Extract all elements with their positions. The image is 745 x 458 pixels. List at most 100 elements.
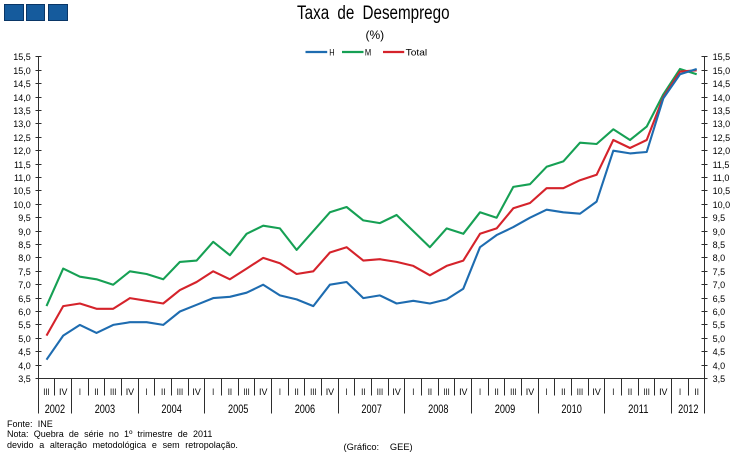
svg-text:IV: IV — [59, 387, 67, 397]
svg-text:2002: 2002 — [45, 402, 66, 416]
svg-text:I: I — [212, 387, 214, 397]
svg-text:III: III — [310, 387, 316, 397]
svg-text:7,0: 7,0 — [18, 280, 31, 290]
svg-text:5,0: 5,0 — [713, 334, 726, 344]
svg-text:12,5: 12,5 — [13, 133, 31, 143]
svg-text:11,5: 11,5 — [14, 160, 31, 170]
svg-text:11,0: 11,0 — [713, 173, 730, 183]
svg-text:6,0: 6,0 — [713, 307, 726, 317]
svg-text:9,5: 9,5 — [18, 213, 31, 223]
svg-text:5,5: 5,5 — [18, 320, 31, 330]
svg-text:8,5: 8,5 — [713, 240, 726, 250]
svg-text:I: I — [146, 387, 148, 397]
svg-text:III: III — [644, 387, 650, 397]
svg-text:III: III — [377, 387, 383, 397]
svg-text:I: I — [279, 387, 281, 397]
svg-text:13,5: 13,5 — [713, 106, 731, 116]
svg-text:11,5: 11,5 — [713, 160, 730, 170]
svg-text:IV: IV — [592, 387, 600, 397]
svg-text:2012: 2012 — [678, 402, 699, 416]
svg-text:I: I — [412, 387, 414, 397]
svg-text:III: III — [43, 387, 49, 397]
svg-text:14,5: 14,5 — [13, 79, 31, 89]
svg-text:IV: IV — [326, 387, 334, 397]
svg-text:13,5: 13,5 — [13, 106, 31, 116]
svg-text:8,5: 8,5 — [18, 240, 31, 250]
svg-text:III: III — [110, 387, 116, 397]
svg-text:II: II — [361, 387, 365, 397]
svg-text:13,0: 13,0 — [13, 119, 31, 129]
svg-text:4,0: 4,0 — [18, 361, 31, 371]
svg-text:III: III — [443, 387, 449, 397]
svg-text:II: II — [228, 387, 232, 397]
svg-text:III: III — [510, 387, 516, 397]
svg-text:I: I — [679, 387, 681, 397]
svg-text:H: H — [329, 47, 334, 57]
svg-text:2010: 2010 — [561, 402, 582, 416]
svg-text:10,0: 10,0 — [713, 200, 731, 210]
svg-text:III: III — [577, 387, 583, 397]
svg-text:6,0: 6,0 — [18, 307, 31, 317]
svg-text:3,5: 3,5 — [713, 374, 726, 384]
svg-text:12,0: 12,0 — [713, 146, 731, 156]
svg-text:2009: 2009 — [495, 402, 516, 416]
svg-text:IV: IV — [126, 387, 134, 397]
svg-text:I: I — [479, 387, 481, 397]
svg-text:2008: 2008 — [428, 402, 449, 416]
svg-text:IV: IV — [526, 387, 534, 397]
svg-text:IV: IV — [459, 387, 467, 397]
svg-text:10,0: 10,0 — [13, 200, 31, 210]
svg-text:II: II — [494, 387, 498, 397]
svg-text:II: II — [628, 387, 632, 397]
svg-text:I: I — [79, 387, 81, 397]
svg-text:II: II — [94, 387, 98, 397]
svg-text:7,5: 7,5 — [18, 267, 31, 277]
svg-text:II: II — [161, 387, 165, 397]
svg-text:4,5: 4,5 — [713, 347, 726, 357]
svg-text:M: M — [365, 47, 371, 57]
svg-text:IV: IV — [259, 387, 267, 397]
svg-text:8,0: 8,0 — [713, 253, 726, 263]
svg-text:I: I — [346, 387, 348, 397]
svg-text:IV: IV — [659, 387, 667, 397]
svg-text:9,0: 9,0 — [18, 227, 31, 237]
svg-text:2006: 2006 — [295, 402, 316, 416]
svg-text:12,5: 12,5 — [713, 133, 731, 143]
svg-text:11,0: 11,0 — [14, 173, 31, 183]
svg-text:5,5: 5,5 — [713, 320, 726, 330]
svg-text:5,0: 5,0 — [18, 334, 31, 344]
svg-text:Total: Total — [406, 47, 428, 57]
svg-text:IV: IV — [192, 387, 200, 397]
svg-text:II: II — [428, 387, 432, 397]
svg-text:2011: 2011 — [628, 402, 649, 416]
svg-text:9,5: 9,5 — [713, 213, 726, 223]
svg-text:15,0: 15,0 — [13, 66, 31, 76]
svg-text:14,5: 14,5 — [713, 79, 731, 89]
svg-text:12,0: 12,0 — [13, 146, 31, 156]
svg-text:7,0: 7,0 — [713, 280, 726, 290]
svg-text:4,5: 4,5 — [18, 347, 31, 357]
svg-text:4,0: 4,0 — [713, 361, 726, 371]
svg-text:6,5: 6,5 — [18, 294, 31, 304]
svg-text:6,5: 6,5 — [713, 294, 726, 304]
svg-text:8,0: 8,0 — [18, 253, 31, 263]
svg-text:7,5: 7,5 — [713, 267, 726, 277]
svg-text:2004: 2004 — [161, 402, 182, 416]
svg-text:II: II — [695, 387, 699, 397]
svg-text:15,0: 15,0 — [713, 66, 731, 76]
svg-text:15,5: 15,5 — [13, 52, 31, 62]
svg-text:10,5: 10,5 — [713, 186, 731, 196]
svg-text:13,0: 13,0 — [713, 119, 731, 129]
svg-text:III: III — [177, 387, 183, 397]
svg-text:15,5: 15,5 — [713, 52, 731, 62]
svg-text:10,5: 10,5 — [13, 186, 31, 196]
svg-text:IV: IV — [392, 387, 400, 397]
svg-text:2007: 2007 — [361, 402, 382, 416]
svg-text:II: II — [294, 387, 298, 397]
svg-text:2005: 2005 — [228, 402, 249, 416]
svg-text:I: I — [612, 387, 614, 397]
svg-text:9,0: 9,0 — [713, 227, 726, 237]
svg-text:2003: 2003 — [95, 402, 116, 416]
svg-text:I: I — [546, 387, 548, 397]
svg-text:14,0: 14,0 — [713, 93, 731, 103]
